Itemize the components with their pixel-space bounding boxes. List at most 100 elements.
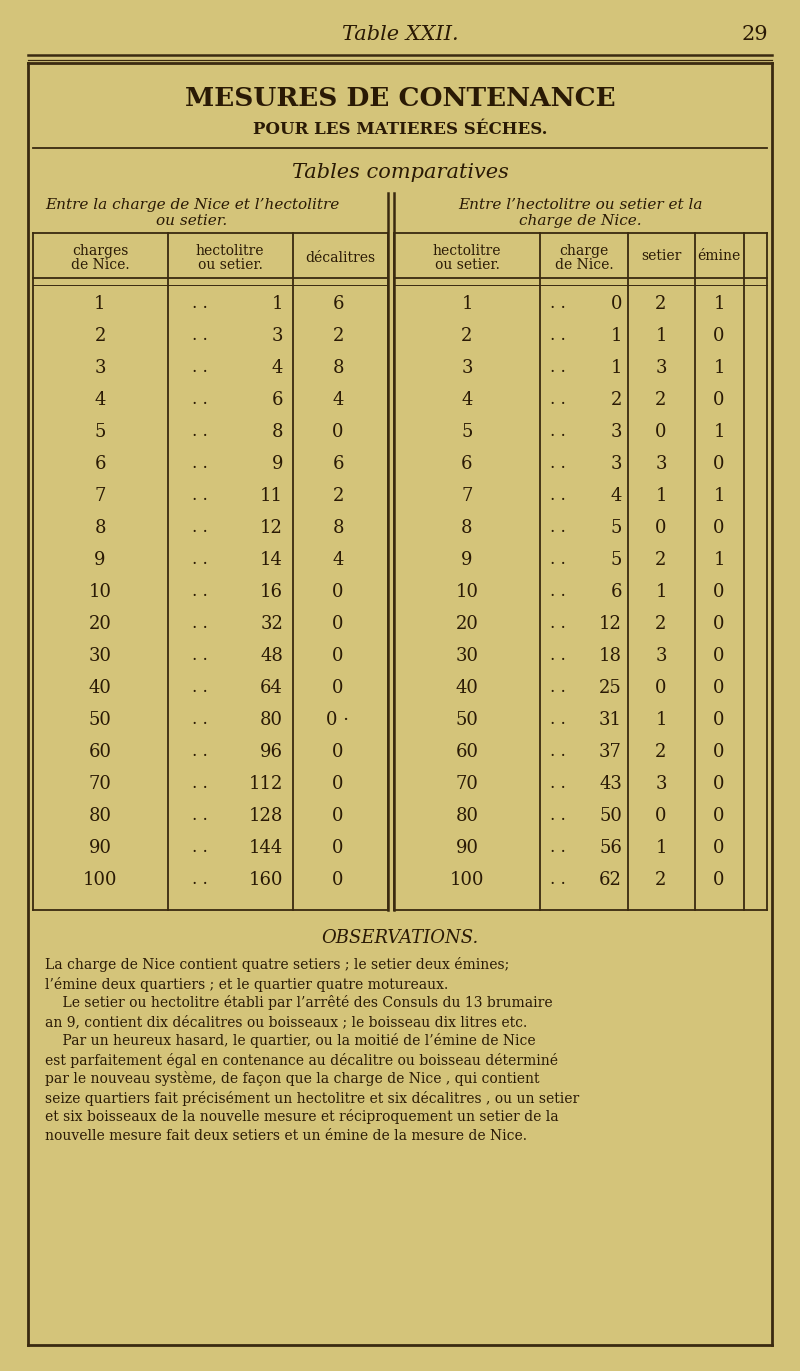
Text: de Nice.: de Nice.	[554, 258, 614, 271]
Text: 9: 9	[462, 551, 473, 569]
Text: 2: 2	[610, 391, 622, 409]
Text: . .: . .	[550, 551, 566, 569]
Text: . .: . .	[192, 680, 208, 696]
Text: 0: 0	[655, 520, 666, 537]
Text: . .: . .	[550, 520, 566, 536]
Text: 112: 112	[249, 775, 283, 792]
Text: POUR LES MATIERES SÉCHES.: POUR LES MATIERES SÉCHES.	[253, 122, 547, 138]
Text: 12: 12	[260, 520, 283, 537]
Text: 4: 4	[94, 391, 106, 409]
Text: 3: 3	[655, 775, 666, 792]
Text: . .: . .	[192, 296, 208, 313]
Text: 5: 5	[462, 424, 473, 441]
Text: 0: 0	[714, 616, 725, 633]
Text: 56: 56	[599, 839, 622, 857]
Text: . .: . .	[192, 424, 208, 440]
Text: 2: 2	[655, 551, 666, 569]
Text: . .: . .	[192, 584, 208, 600]
Text: 3: 3	[271, 328, 283, 345]
Text: . .: . .	[192, 488, 208, 505]
Text: ou setier.: ou setier.	[198, 258, 262, 271]
Text: 0: 0	[714, 455, 725, 473]
Text: 2: 2	[655, 295, 666, 313]
Text: 0: 0	[332, 775, 344, 792]
Text: . .: . .	[192, 616, 208, 632]
Text: 18: 18	[599, 647, 622, 665]
Text: 20: 20	[89, 616, 111, 633]
Text: . .: . .	[550, 872, 566, 888]
Text: 80: 80	[89, 808, 111, 825]
Text: 6: 6	[271, 391, 283, 409]
Text: est parfaitement égal en contenance au décalitre ou boisseau déterminé: est parfaitement égal en contenance au d…	[45, 1053, 558, 1068]
Text: 0: 0	[332, 743, 344, 761]
Text: . .: . .	[192, 328, 208, 344]
Text: 2: 2	[94, 328, 106, 345]
Text: . .: . .	[192, 872, 208, 888]
Text: . .: . .	[550, 392, 566, 409]
Text: ou setier.: ou setier.	[434, 258, 499, 271]
Text: et six boisseaux de la nouvelle mesure et réciproquement un setier de la: et six boisseaux de la nouvelle mesure e…	[45, 1109, 558, 1124]
Text: 50: 50	[89, 712, 111, 729]
Text: charges: charges	[72, 244, 128, 258]
Text: 1: 1	[714, 487, 725, 505]
Text: 5: 5	[610, 551, 622, 569]
Text: 40: 40	[89, 679, 111, 696]
Text: . .: . .	[550, 743, 566, 761]
Text: 64: 64	[260, 679, 283, 696]
Text: 2: 2	[655, 391, 666, 409]
Text: 1: 1	[714, 359, 725, 377]
Text: 20: 20	[455, 616, 478, 633]
Text: 0: 0	[332, 871, 344, 888]
Text: 0: 0	[714, 839, 725, 857]
Text: 0: 0	[714, 743, 725, 761]
Text: 1: 1	[271, 295, 283, 313]
Text: 80: 80	[455, 808, 478, 825]
Text: charge de Nice.: charge de Nice.	[518, 214, 642, 228]
Text: 30: 30	[89, 647, 111, 665]
Text: 100: 100	[450, 871, 484, 888]
Text: 48: 48	[260, 647, 283, 665]
Text: 1: 1	[714, 295, 725, 313]
Text: 31: 31	[599, 712, 622, 729]
Text: décalitres: décalitres	[305, 251, 375, 265]
Text: 8: 8	[332, 359, 344, 377]
Text: . .: . .	[550, 424, 566, 440]
Text: . .: . .	[550, 647, 566, 665]
Text: hectolitre: hectolitre	[196, 244, 264, 258]
Text: . .: . .	[192, 392, 208, 409]
Text: 10: 10	[455, 583, 478, 600]
Text: 0: 0	[655, 808, 666, 825]
Text: 12: 12	[599, 616, 622, 633]
Text: charge: charge	[559, 244, 609, 258]
Text: 60: 60	[89, 743, 111, 761]
Text: 1: 1	[655, 839, 666, 857]
Text: 25: 25	[599, 679, 622, 696]
Text: 3: 3	[655, 647, 666, 665]
Text: . .: . .	[550, 839, 566, 857]
Text: émine: émine	[698, 250, 741, 263]
Text: 6: 6	[610, 583, 622, 600]
Text: 8: 8	[332, 520, 344, 537]
Text: 16: 16	[260, 583, 283, 600]
Text: 90: 90	[455, 839, 478, 857]
Text: . .: . .	[550, 776, 566, 792]
Text: . .: . .	[192, 647, 208, 665]
Text: 90: 90	[89, 839, 111, 857]
Text: 9: 9	[94, 551, 106, 569]
Text: par le nouveau système, de façon que la charge de Nice , qui contient: par le nouveau système, de façon que la …	[45, 1072, 539, 1086]
Text: . .: . .	[192, 743, 208, 761]
Text: 14: 14	[260, 551, 283, 569]
Text: 30: 30	[455, 647, 478, 665]
Text: 0: 0	[714, 328, 725, 345]
Text: 3: 3	[655, 359, 666, 377]
Text: 3: 3	[462, 359, 473, 377]
Text: 2: 2	[462, 328, 473, 345]
Text: 0: 0	[332, 647, 344, 665]
Text: 0: 0	[714, 871, 725, 888]
Text: 0: 0	[610, 295, 622, 313]
Text: 7: 7	[94, 487, 106, 505]
Text: . .: . .	[550, 296, 566, 313]
Text: 0: 0	[714, 775, 725, 792]
Text: 1: 1	[655, 583, 666, 600]
Text: 60: 60	[455, 743, 478, 761]
